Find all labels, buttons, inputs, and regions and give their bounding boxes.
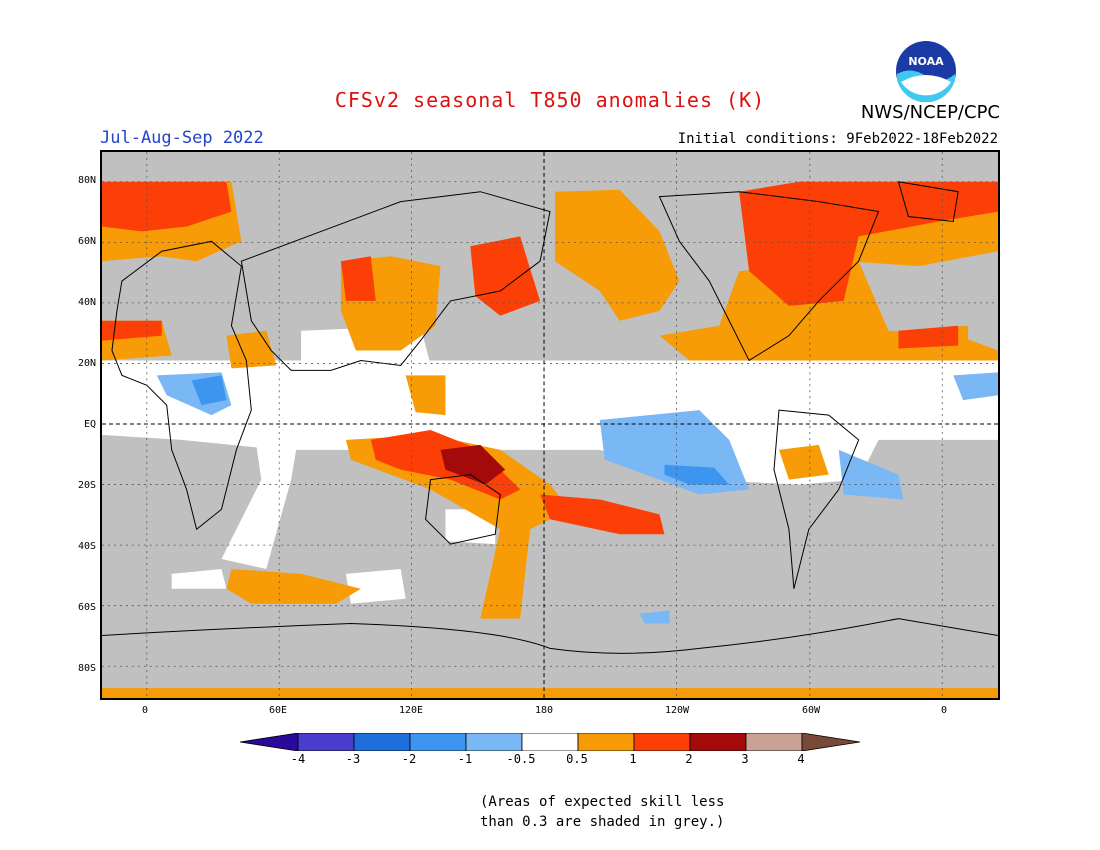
graticule	[102, 152, 998, 698]
lon-label-60w: 60W	[801, 705, 821, 716]
colorbar-bin	[240, 733, 299, 751]
warm-anomaly-north-pacific	[554, 189, 680, 321]
strong-warm-anomaly-canada-atlantic	[739, 181, 998, 306]
strong-warm-anomaly-northern-eurasia	[102, 181, 232, 232]
lat-label-80n: 80N	[77, 175, 96, 186]
colorbar-tick-label: 3	[741, 752, 749, 766]
colorbar-bin	[297, 733, 355, 751]
colorbar-bin	[353, 733, 411, 751]
organization-label: NWS/NCEP/CPC	[860, 102, 1000, 123]
lon-label-0: 0	[141, 705, 149, 716]
initial-conditions: Initial conditions: 9Feb2022-18Feb2022	[677, 131, 998, 147]
warm-anomaly-south-america	[778, 444, 829, 480]
colorbar-tick-label: 2	[685, 752, 693, 766]
coastline-outlines	[102, 181, 998, 654]
lat-label-20n: 20N	[77, 358, 96, 369]
colorbar-bin	[689, 733, 747, 751]
lat-label-40n: 40N	[77, 297, 96, 308]
lon-label-60e: 60E	[268, 705, 288, 716]
lat-label-60s: 60S	[77, 602, 96, 613]
colorbar-bin	[409, 733, 467, 751]
colorbar-tick-label: 0.5	[566, 752, 588, 766]
colorbar-tick-label: -3	[345, 752, 361, 766]
colorbar-tick-label: -2	[401, 752, 417, 766]
colorbar-tick-label: 4	[797, 752, 805, 766]
skill-footnote: (Areas of expected skill less than 0.3 a…	[480, 792, 724, 832]
colorbar-bin	[801, 733, 860, 751]
warm-anomaly-south-indian-ocean	[226, 568, 361, 604]
colorbar	[240, 733, 860, 751]
reference-lines	[102, 152, 998, 698]
colorbar-bin	[745, 733, 803, 751]
strong-warm-anomaly-asia	[340, 256, 376, 301]
tropical-white-band	[102, 360, 998, 485]
southern-white-patches	[221, 410, 302, 569]
cool-anomaly-east-pacific-core	[664, 464, 730, 485]
lon-label-0-east: 0	[940, 705, 948, 716]
lat-label-60n: 60N	[77, 236, 96, 247]
lon-label-120e: 120E	[398, 705, 424, 716]
colorbar-tick-label: -1	[457, 752, 473, 766]
colorbar-bin	[521, 733, 579, 751]
noaa-logo: NOAA	[896, 41, 956, 102]
lat-label-eq: EQ	[83, 419, 96, 430]
strong-warm-anomaly-south-pacific	[540, 494, 665, 535]
colorbar-tick-label: 1	[629, 752, 637, 766]
colorbar-tick-label: -0.5	[506, 752, 536, 766]
lon-label-180: 180	[534, 705, 554, 716]
very-strong-warm-anomaly	[440, 444, 506, 485]
lat-label-80s: 80S	[77, 663, 96, 674]
lat-label-20s: 20S	[77, 480, 96, 491]
season-label: Jul-Aug-Sep 2022	[100, 128, 264, 148]
footnote-line-1: (Areas of expected skill less	[480, 794, 725, 810]
warm-anomaly-maritime-continent	[345, 434, 570, 619]
strong-warm-anomaly-pacific	[470, 236, 541, 316]
colorbar-bin	[577, 733, 635, 751]
footnote-line-2: than 0.3 are shaded in grey.)	[480, 814, 725, 830]
colorbar-tick-label: -4	[290, 752, 306, 766]
lat-label-40s: 40S	[77, 541, 96, 552]
plot-title: CFSv2 seasonal T850 anomalies (K)	[334, 88, 766, 112]
colorbar-bin	[465, 733, 523, 751]
anomaly-map	[100, 150, 1000, 700]
lon-label-120w: 120W	[664, 705, 690, 716]
colorbar-bin	[633, 733, 691, 751]
noaa-logo-text: NOAA	[908, 55, 944, 68]
